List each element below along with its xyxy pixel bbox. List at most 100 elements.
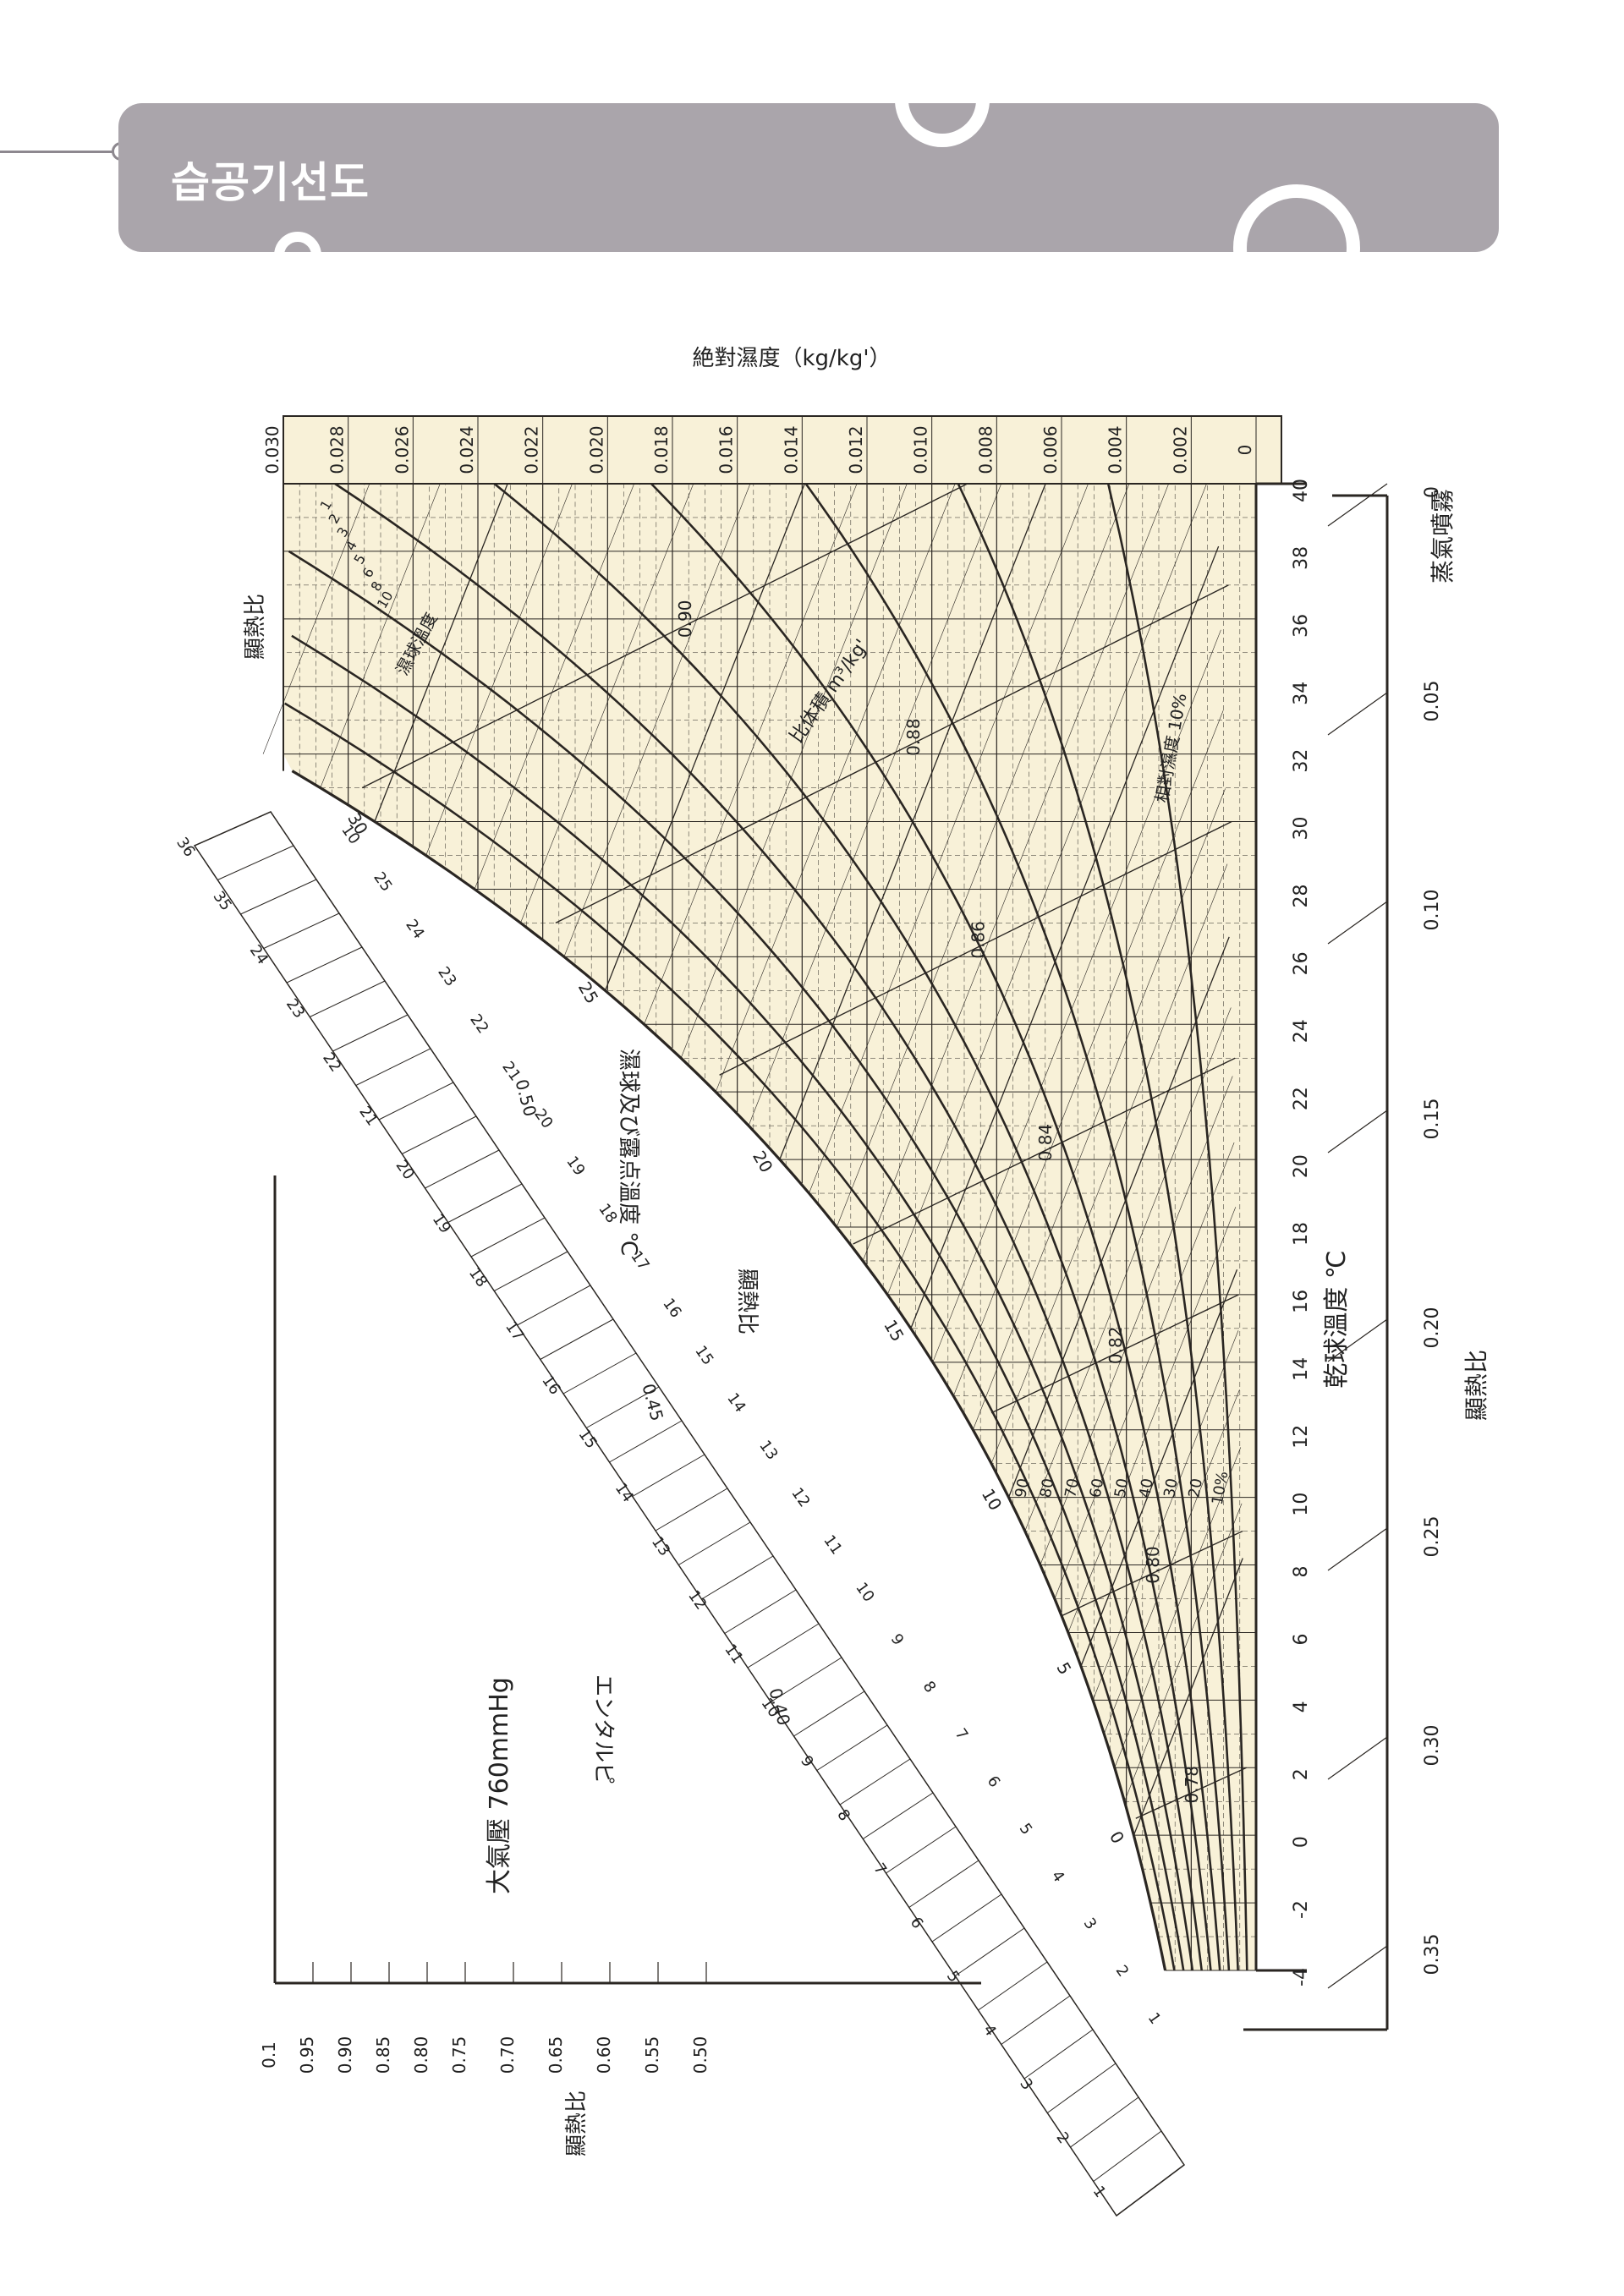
enthalpy-band-tick — [517, 1285, 591, 1326]
dry-bulb-tick-10: 10 — [1291, 1493, 1312, 1516]
enthalpy-band-tick — [1023, 2029, 1094, 2080]
shf-fan-line — [1327, 1945, 1388, 1989]
bottom-shf-tick-0.20: 0.20 — [1422, 1307, 1443, 1349]
saturation-temp-10: 10 — [978, 1485, 1007, 1514]
enthalpy-right-tick: 7 — [952, 1725, 972, 1743]
enthalpy-band-tick — [240, 879, 317, 915]
enthalpy-right-tick: 13 — [755, 1437, 781, 1463]
enthalpy-left-tick: 9 — [797, 1752, 817, 1770]
wet-bulb-line — [1067, 1207, 1237, 1633]
dry-bulb-tick--4: -4 — [1291, 1968, 1312, 1986]
rh-curve-40 — [650, 483, 1221, 1971]
enthalpy-band-tick — [194, 811, 272, 847]
specific-volume-label-0.84: 0.84 — [1035, 1124, 1056, 1162]
banner-connector-line — [0, 151, 118, 153]
enthalpy-left-tick: 18 — [465, 1264, 491, 1290]
wet-bulb-line — [520, 483, 694, 923]
abs-humidity-tick-0.006: 0.006 — [1040, 425, 1061, 474]
enthalpy-left-tick: 3 — [1016, 2075, 1036, 2093]
enthalpy-band-tick — [632, 1454, 705, 1497]
abs-humidity-tick-0.026: 0.026 — [392, 425, 412, 474]
enthalpy-right-tick: 5 — [1016, 1820, 1036, 1838]
dry-bulb-tick-32: 32 — [1291, 749, 1312, 773]
enthalpy-band-tick — [931, 1893, 1002, 1943]
rh-curve-10 — [1106, 483, 1248, 1971]
specific-volume-line — [1135, 1767, 1247, 1819]
rh-label-60: 60 — [1087, 1477, 1108, 1499]
enthalpy-band-tick — [908, 1860, 979, 1908]
shf-fan-line — [1327, 901, 1388, 945]
enthalpy-right-tick: 9 — [887, 1630, 908, 1648]
rh-curve-30 — [804, 483, 1231, 1971]
left-shf-tick-0.90: 0.90 — [335, 2036, 355, 2074]
enthalpy-band-tick — [816, 1724, 888, 1771]
dry-bulb-tick-40: 40 — [1291, 479, 1312, 502]
bottom-shf-tick-0.15: 0.15 — [1422, 1099, 1443, 1140]
dry-bulb-tick-20: 20 — [1291, 1154, 1312, 1178]
abs-humidity-axis-title: 絶對濕度（kg/kg'） — [692, 346, 891, 371]
enthalpy-right-tick: 6 — [984, 1773, 1004, 1790]
enthalpy-band-tick — [747, 1623, 820, 1669]
enthalpy-band-tick — [540, 1318, 614, 1360]
wet-bulb-line — [262, 483, 370, 754]
rh-label-50: 50 — [1111, 1477, 1133, 1499]
inner-shf-tick-0.50: 0.50 — [511, 1077, 540, 1119]
wet-bulb-line — [1124, 1503, 1243, 1802]
left-shf-tick-0.70: 0.70 — [497, 2036, 518, 2074]
specific-volume-line — [555, 584, 1229, 924]
enthalpy-right-tick: 12 — [787, 1484, 813, 1510]
wet-bulb-line — [973, 788, 1226, 1430]
enthalpy-band-tick — [217, 845, 294, 880]
inner-shf-tick-0.40: 0.40 — [765, 1686, 794, 1728]
enthalpy-right-tick: 23 — [434, 963, 459, 989]
dry-bulb-tick-6: 6 — [1291, 1633, 1312, 1645]
enthalpy-left-tick: 23 — [283, 995, 308, 1022]
enthalpy-right-tick: 11 — [820, 1532, 845, 1558]
bottom-shf-tick-0.10: 0.10 — [1422, 890, 1443, 931]
enthalpy-right-tick: 14 — [723, 1389, 749, 1416]
enthalpy-band-tick — [562, 1352, 637, 1395]
abs-humidity-tick-0.028: 0.028 — [327, 425, 348, 474]
specific-volume-label-0.82: 0.82 — [1106, 1327, 1126, 1365]
abs-humidity-tick-0.008: 0.008 — [975, 425, 996, 474]
rh-label-80: 80 — [1037, 1477, 1058, 1499]
bottom-shf-tick-0.25: 0.25 — [1422, 1516, 1443, 1558]
wet-bulb-line — [1133, 1558, 1243, 1836]
dry-bulb-tick-30: 30 — [1291, 817, 1312, 841]
enthalpy-band-tick — [701, 1555, 774, 1600]
dry-bulb-tick-36: 36 — [1291, 614, 1312, 638]
enthalpy-band-tick — [425, 1149, 500, 1189]
enthalpy-left-tick: 11 — [721, 1641, 746, 1667]
enthalpy-left-tick: 16 — [538, 1372, 563, 1398]
bottom-shf-tick-0.35: 0.35 — [1422, 1934, 1443, 1975]
specific-volume-label-0.90: 0.90 — [675, 600, 695, 638]
enthalpy-right-tick: 15 — [691, 1342, 716, 1368]
wet-bulb-line — [910, 545, 1220, 1329]
wet-bulb-line — [809, 483, 1089, 1194]
dry-bulb-tick-26: 26 — [1291, 951, 1312, 975]
enthalpy-right-tick: 8 — [919, 1678, 940, 1696]
rh-label-90: 90 — [1012, 1477, 1033, 1499]
enthalpy-band-tick — [586, 1386, 660, 1428]
enthalpy-left-tick: 20 — [392, 1157, 418, 1183]
dry-bulb-tick-16: 16 — [1291, 1290, 1312, 1313]
wet-bulb-line — [1054, 1142, 1235, 1599]
enthalpy-band-tick — [310, 980, 386, 1017]
wet-bulb-line — [604, 483, 805, 991]
abs-humidity-tick-0.022: 0.022 — [522, 425, 542, 474]
saturation-temp-5: 5 — [1052, 1658, 1075, 1678]
enthalpy-band-tick — [954, 1927, 1025, 1976]
abs-humidity-header-strip — [283, 415, 1282, 485]
bottom-shf-tick-0.30: 0.30 — [1422, 1725, 1443, 1767]
bottom-shf-tick-0.05: 0.05 — [1422, 681, 1443, 722]
shf-label-diagonal: 顯熱比 — [734, 1269, 760, 1334]
enthalpy-left-tick: 1 — [1089, 2183, 1110, 2200]
saturation-temp-0: 0 — [1106, 1827, 1128, 1847]
abs-humidity-tick-0.004: 0.004 — [1106, 425, 1126, 474]
wet-bulb-line — [887, 483, 1207, 1296]
abs-humidity-tick-0.024: 0.024 — [457, 425, 477, 474]
enthalpy-band-tick — [655, 1488, 728, 1532]
left-shf-tick-0.65: 0.65 — [546, 2036, 566, 2074]
abs-humidity-tick-0.010: 0.010 — [911, 425, 931, 474]
